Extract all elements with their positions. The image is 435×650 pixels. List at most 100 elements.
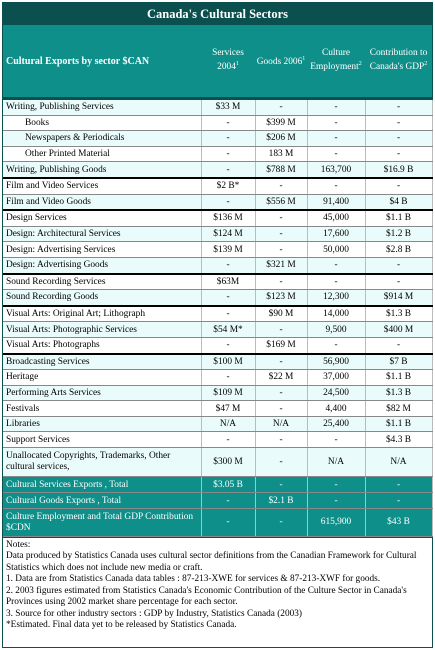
cell-goods: - bbox=[255, 400, 308, 417]
cell-employment: - bbox=[307, 431, 366, 449]
row-label: Newspapers & Periodicals bbox=[3, 130, 202, 147]
row-label: Visual Arts: Photographs bbox=[3, 337, 202, 355]
row-label: Heritage bbox=[3, 369, 202, 386]
row-label: Libraries bbox=[3, 416, 202, 433]
cell-gdp: N/A bbox=[365, 447, 433, 478]
cell-services: $2 B* bbox=[201, 176, 256, 195]
table-row: Film and Video Services $2 B* - - - bbox=[3, 176, 433, 195]
table-row: Broadcasting Services $100 M -56,900 $7 B bbox=[3, 352, 433, 371]
cell-services: $139 M bbox=[201, 241, 256, 258]
table-row: Visual Arts: Photographic Services $54 M*… bbox=[3, 321, 433, 338]
cell-services: $109 M bbox=[201, 385, 256, 402]
table-row: Heritage - $22 M 37,000 $1.1 B bbox=[3, 369, 433, 386]
cell-goods: 183 M bbox=[255, 146, 308, 163]
cell-services: $136 M bbox=[201, 209, 256, 227]
table-row: Unallocated Copyrights, Trademarks, Othe… bbox=[3, 447, 433, 478]
cell-gdp: $1.1 B bbox=[365, 209, 433, 227]
cell-employment: - bbox=[307, 130, 366, 147]
header-row: Cultural Exports by sector $CAN Services… bbox=[3, 25, 432, 97]
row-label: Visual Arts: Photographic Services bbox=[3, 321, 202, 338]
cell-services: - bbox=[201, 161, 256, 179]
row-label: Books bbox=[3, 115, 202, 132]
cell-gdp: $2.8 B bbox=[365, 241, 433, 258]
table-body: Writing, Publishing Services $33 M - - - Book… bbox=[3, 100, 433, 538]
cell-services: - bbox=[201, 492, 256, 510]
header-goods: Goods 20061 bbox=[255, 25, 307, 97]
row-label: Culture Employment and Total GDP Contrib… bbox=[3, 508, 202, 538]
cell-employment: 9,500 bbox=[307, 321, 366, 338]
row-label: Sound Recording Services bbox=[3, 272, 202, 291]
total-row: Cultural Services Exports , Total $3.05 B… bbox=[3, 476, 433, 494]
table-row: Sound Recording Services $63M - - - bbox=[3, 272, 433, 291]
cell-employment: 17,600 bbox=[307, 226, 366, 243]
cell-gdp: - bbox=[365, 337, 433, 355]
note-line: *Estimated. Final data yet to be release… bbox=[6, 619, 237, 630]
cell-goods: - bbox=[255, 447, 308, 478]
cultural-exports-table: Cultural Exports by sector $CAN Services… bbox=[3, 25, 433, 538]
note-line: Notes: bbox=[6, 540, 31, 551]
cell-employment: - bbox=[307, 476, 366, 494]
row-label: Writing, Publishing Services bbox=[3, 100, 202, 116]
table-row: Performing Arts Services $109 M -24,500 $1.… bbox=[3, 385, 433, 402]
header-employment: Culture Employment2 bbox=[307, 25, 365, 97]
total-row: Cultural Goods Exports , Total - $2.1 B-- bbox=[3, 492, 433, 510]
cell-gdp: - bbox=[365, 130, 433, 147]
cell-goods: $321 M bbox=[255, 257, 308, 275]
cell-goods: - bbox=[255, 272, 308, 291]
cell-goods: - bbox=[255, 508, 308, 538]
table-row: Design: Advertising Goods - $321 M-- bbox=[3, 257, 433, 275]
cell-goods: $123 M bbox=[255, 289, 308, 307]
table-row: Writing, Publishing Goods - $788 M 163,700 $… bbox=[3, 161, 433, 179]
cell-employment: 163,700 bbox=[307, 161, 366, 179]
row-label: Design: Advertising Services bbox=[3, 241, 202, 258]
cell-services: - bbox=[201, 304, 256, 323]
cell-goods: - bbox=[255, 385, 308, 402]
cell-goods: - bbox=[255, 352, 308, 371]
cell-services: - bbox=[201, 115, 256, 132]
cell-gdp: $400 M bbox=[365, 321, 433, 338]
cell-employment: 4,400 bbox=[307, 400, 366, 417]
cell-gdp: - bbox=[365, 257, 433, 275]
cell-employment: 50,000 bbox=[307, 241, 366, 258]
cell-goods: - bbox=[255, 100, 308, 116]
note-line: Data produced by Statistics Canada uses … bbox=[6, 551, 417, 573]
cell-gdp: $1.1 B bbox=[365, 416, 433, 433]
cell-services: $63M bbox=[201, 272, 256, 291]
table-row: Visual Arts: Original Art; Lithograph - $9… bbox=[3, 304, 433, 323]
cell-goods: $169 M bbox=[255, 337, 308, 355]
cell-gdp: $1.3 B bbox=[365, 385, 433, 402]
cell-gdp: $914 M bbox=[365, 289, 433, 307]
table-row: Film and Video Goods - $556 M 91,400 $4 B bbox=[3, 194, 433, 211]
cell-services: - bbox=[201, 146, 256, 163]
cell-services: $100 M bbox=[201, 352, 256, 371]
cell-employment: - bbox=[307, 146, 366, 163]
cell-services: $33 M bbox=[201, 100, 256, 116]
row-label: Performing Arts Services bbox=[3, 385, 202, 402]
table-row: Other Printed Material -183 M-- bbox=[3, 146, 433, 163]
cell-goods: $22 M bbox=[255, 369, 308, 386]
cell-employment: - bbox=[307, 492, 366, 510]
table-row: Design Services $136 M -45,000 $1.1 B bbox=[3, 209, 433, 227]
cell-gdp: $82 M bbox=[365, 400, 433, 417]
cell-services: - bbox=[201, 431, 256, 449]
cell-gdp: - bbox=[365, 115, 433, 132]
cell-gdp: $1.2 B bbox=[365, 226, 433, 243]
row-label: Writing, Publishing Goods bbox=[3, 161, 202, 179]
cell-goods: - bbox=[255, 321, 308, 338]
cell-services: - bbox=[201, 369, 256, 386]
cell-services: $3.05 B bbox=[201, 476, 256, 494]
cell-employment: 25,400 bbox=[307, 416, 366, 433]
cell-services: - bbox=[201, 194, 256, 211]
note-line: 1. Data are from Statistics Canada data … bbox=[6, 574, 381, 585]
table-row: Design: Advertising Services $139 M -50,00… bbox=[3, 241, 433, 258]
cell-employment: - bbox=[307, 176, 366, 195]
cell-goods: - bbox=[255, 476, 308, 494]
cell-services: - bbox=[201, 508, 256, 538]
cell-gdp: - bbox=[365, 100, 433, 116]
cell-services: $124 M bbox=[201, 226, 256, 243]
note-line: 3. Source for other industry sectors : G… bbox=[6, 608, 302, 619]
cell-gdp: $4 B bbox=[365, 194, 433, 211]
row-label: Film and Video Services bbox=[3, 176, 202, 195]
cell-employment: 12,300 bbox=[307, 289, 366, 307]
